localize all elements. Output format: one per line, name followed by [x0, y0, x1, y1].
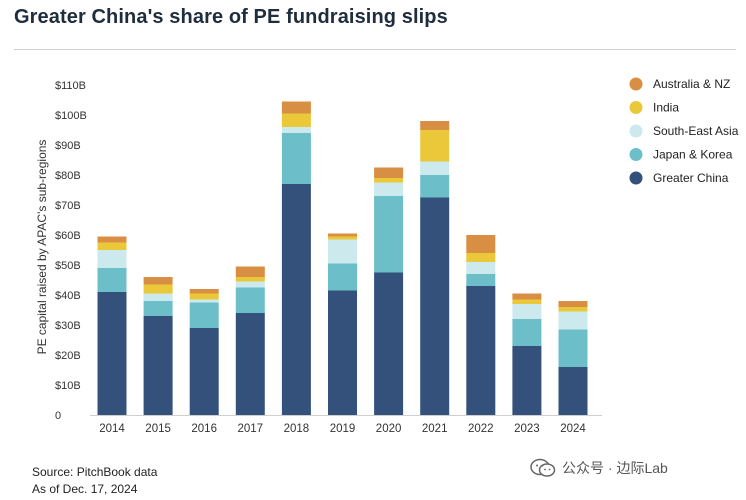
y-tick-label: $80B: [55, 170, 81, 182]
y-tick-label: $60B: [55, 230, 81, 242]
legend-label: Greater China: [653, 171, 729, 185]
bar-segment-india: [97, 242, 127, 250]
bar-segment-greater-china: [235, 313, 265, 415]
bar-segment-australia-nz: [512, 293, 542, 300]
y-tick-label: $70B: [55, 200, 81, 212]
x-tick-label: 2016: [191, 423, 217, 435]
bar-segment-greater-china: [374, 272, 404, 415]
bar-segment-japan-korea: [328, 263, 357, 291]
bar-segment-greater-china: [281, 184, 311, 415]
x-tick-label: 2015: [145, 423, 171, 435]
bar-segment-japan-korea: [466, 274, 496, 286]
bar-segment-south-east-asia: [466, 262, 496, 274]
bar-segment-japan-korea: [281, 133, 311, 184]
bar-segment-japan-korea: [235, 287, 265, 313]
bar-segment-greater-china: [512, 346, 542, 415]
bar-segment-india: [420, 130, 450, 162]
bar-segment-south-east-asia: [328, 239, 357, 264]
x-tick-label: 2024: [560, 423, 586, 435]
bar-segment-india: [235, 277, 265, 282]
bar-segment-japan-korea: [420, 175, 450, 198]
y-tick-label: $30B: [55, 320, 81, 332]
bar-segment-australia-nz: [420, 121, 450, 130]
bar-segment-south-east-asia: [189, 299, 219, 303]
legend-label: India: [653, 101, 679, 115]
legend-label: Australia & NZ: [653, 77, 730, 91]
bar-segment-south-east-asia: [512, 304, 542, 319]
bar-segment-south-east-asia: [97, 250, 127, 268]
y-tick-label: $50B: [55, 260, 81, 272]
bar-segment-japan-korea: [189, 302, 219, 328]
watermark-text: 公众号 · 边际Lab: [562, 460, 668, 476]
bar-segment-india: [558, 307, 588, 312]
bar-segment-india: [328, 236, 357, 240]
x-tick-label: 2017: [238, 423, 264, 435]
bar-segment-greater-china: [143, 316, 173, 415]
bar-segment-japan-korea: [374, 196, 404, 273]
y-tick-label: $110B: [55, 80, 86, 92]
bar-segment-india: [512, 299, 542, 304]
bar-segment-south-east-asia: [374, 182, 404, 196]
bar-segment-australia-nz: [189, 289, 219, 294]
watermark: 公众号 · 边际Lab: [530, 458, 668, 478]
legend-swatch: [629, 77, 643, 91]
bar-segment-south-east-asia: [281, 127, 311, 133]
bar-segment-south-east-asia: [143, 293, 173, 301]
chart-title: Greater China's share of PE fundraising …: [14, 6, 448, 28]
legend-label: Japan & Korea: [653, 148, 733, 162]
x-tick-label: 2019: [330, 423, 356, 435]
as-of-line: As of Dec. 17, 2024: [32, 482, 138, 496]
bar-segment-japan-korea: [512, 319, 542, 346]
y-tick-label: $10B: [55, 380, 81, 392]
wechat-icon: [530, 458, 556, 477]
y-tick-label: $90B: [55, 140, 81, 152]
bar-segment-india: [189, 293, 219, 300]
x-tick-label: 2020: [376, 423, 402, 435]
legend-swatch: [629, 171, 643, 185]
x-tick-label: 2021: [422, 423, 448, 435]
bar-segment-australia-nz: [281, 101, 311, 114]
bar-segment-japan-korea: [558, 329, 588, 367]
legend-label: South-East Asia: [653, 124, 739, 138]
x-tick-label: 2023: [514, 423, 540, 435]
bar-segment-greater-china: [466, 286, 496, 415]
bar-segment-japan-korea: [143, 301, 173, 316]
bar-segment-south-east-asia: [420, 161, 450, 175]
x-tick-label: 2018: [284, 423, 310, 435]
y-tick-label: $40B: [55, 290, 81, 302]
y-tick-label: $100B: [55, 110, 87, 122]
legend-swatch: [629, 124, 643, 138]
y-tick-label: $20B: [55, 350, 81, 362]
bar-segment-australia-nz: [328, 233, 357, 237]
bar-segment-south-east-asia: [235, 281, 265, 288]
source-line: Source: PitchBook data: [32, 465, 158, 479]
bar-segment-greater-china: [328, 290, 357, 415]
bar-segment-greater-china: [558, 367, 588, 415]
bar-segment-australia-nz: [466, 235, 496, 253]
bar-segment-australia-nz: [143, 277, 173, 285]
bar-segment-japan-korea: [97, 268, 127, 292]
title-divider: [14, 49, 736, 50]
source-note: Source: PitchBook data As of Dec. 17, 20…: [32, 464, 157, 498]
bar-segment-greater-china: [97, 292, 127, 415]
bar-segment-south-east-asia: [558, 311, 588, 330]
bar-segment-india: [281, 113, 311, 127]
bar-segment-india: [374, 178, 404, 183]
bar-segment-australia-nz: [558, 301, 588, 307]
legend-swatch: [629, 148, 643, 161]
bar-segment-greater-china: [189, 328, 219, 415]
bar-segment-australia-nz: [97, 236, 127, 243]
bar-segment-india: [143, 284, 173, 294]
legend-swatch: [629, 101, 643, 114]
x-tick-label: 2022: [468, 423, 494, 435]
bar-segment-australia-nz: [374, 167, 404, 178]
bar-segment-india: [466, 253, 496, 262]
y-tick-label: 0: [55, 410, 61, 422]
bar-segment-greater-china: [420, 197, 450, 415]
y-axis-label: PE capital raised by APAC's sub-regions: [35, 140, 49, 355]
bar-segment-australia-nz: [235, 266, 265, 277]
x-tick-label: 2014: [99, 423, 125, 435]
